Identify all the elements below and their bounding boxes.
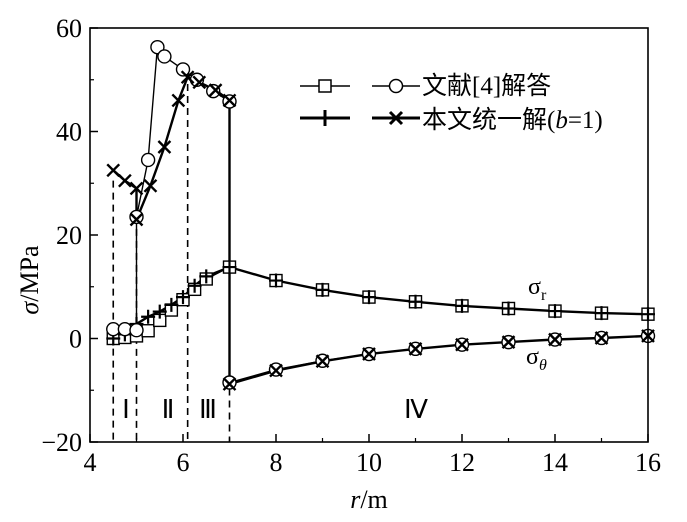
- data-point-plus: [176, 290, 190, 305]
- y-tick-label: 60: [56, 14, 82, 43]
- data-point-cross: [129, 181, 144, 196]
- x-tick-label: 14: [542, 448, 568, 477]
- data-point-cross: [171, 93, 186, 108]
- legend-cross-marker: [388, 110, 404, 126]
- data-point-cross: [222, 377, 237, 391]
- y-tick-label: 20: [56, 221, 82, 250]
- zone-label-3: Ⅲ: [199, 395, 217, 424]
- data-point-cross: [157, 140, 172, 154]
- data-point-plus: [455, 298, 469, 313]
- plot-series: [106, 39, 656, 391]
- data-point-plus: [362, 290, 376, 305]
- data-point-cross: [501, 335, 516, 349]
- zone-label-2: Ⅱ: [162, 395, 175, 424]
- x-tick-label: 16: [635, 448, 661, 477]
- data-point-cross: [208, 83, 223, 97]
- data-point-plus: [548, 304, 562, 319]
- legend: 文献[4]解答 本文统一解(b=1): [300, 72, 603, 134]
- data-point-plus: [141, 309, 156, 324]
- data-point-cross: [455, 337, 469, 352]
- plot-frame: [89, 27, 649, 443]
- data-point-cross: [548, 332, 562, 347]
- data-point-plus: [501, 301, 516, 316]
- data-point-circle: [129, 323, 144, 338]
- curve-label-sigma-theta: σθ: [526, 344, 547, 374]
- data-point-cross: [129, 212, 144, 227]
- data-point-plus: [594, 306, 609, 321]
- data-point-circle: [129, 209, 144, 225]
- zone-label-1: Ⅰ: [122, 395, 130, 424]
- y-tick-label: 40: [56, 118, 82, 147]
- data-point-cross: [143, 178, 158, 193]
- data-point-cross: [408, 342, 423, 356]
- x-tick-label: 6: [177, 448, 190, 477]
- data-point-plus: [164, 297, 179, 312]
- series-line-square: [113, 266, 649, 340]
- data-point-cross: [594, 331, 609, 345]
- legend-entry-literature: 文献[4]解答: [300, 72, 551, 100]
- data-point-circle: [140, 152, 156, 168]
- x-tick-label: 12: [449, 448, 475, 477]
- tick-labels: 4 6 8 10 12 14 16 −20 0 20 40 60: [41, 14, 661, 477]
- x-axis-label: r/m: [350, 485, 388, 514]
- data-point-plus: [187, 278, 202, 293]
- data-point-plus: [269, 273, 283, 288]
- data-point-plus: [315, 282, 330, 297]
- legend-square-marker: [318, 79, 332, 93]
- data-point-cross: [106, 163, 121, 178]
- legend-circle-marker: [388, 78, 404, 94]
- y-tick-label: 0: [69, 325, 82, 354]
- data-point-plus: [222, 260, 237, 275]
- data-point-cross: [222, 93, 237, 108]
- x-tick-label: 8: [270, 448, 283, 477]
- data-point-cross: [269, 363, 283, 378]
- series-line-plus: [112, 265, 649, 340]
- data-point-circle: [175, 62, 191, 77]
- data-point-cross: [192, 75, 207, 90]
- data-point-cross: [362, 347, 376, 361]
- data-point-cross: [180, 70, 195, 85]
- series-line-circle: [113, 45, 649, 384]
- axes: [89, 27, 649, 443]
- legend-label-unified: 本文统一解(b=1): [422, 106, 603, 134]
- x-tick-label: 10: [356, 448, 382, 477]
- y-axis-label: σ/MPa: [15, 245, 44, 315]
- data-point-cross: [315, 354, 330, 369]
- data-point-plus: [152, 304, 167, 319]
- data-point-plus: [408, 294, 423, 309]
- x-tick-label: 4: [84, 448, 97, 477]
- legend-label-literature: 文献[4]解答: [422, 72, 551, 100]
- y-tick-label: −20: [41, 428, 82, 457]
- data-point-plus: [199, 269, 214, 284]
- data-point-circle: [157, 49, 172, 64]
- legend-entry-unified: 本文统一解(b=1): [300, 106, 603, 134]
- curve-label-sigma-r: σr: [528, 274, 547, 304]
- zone-label-4: Ⅳ: [404, 395, 428, 424]
- data-point-square: [141, 324, 155, 338]
- data-point-cross: [118, 173, 132, 188]
